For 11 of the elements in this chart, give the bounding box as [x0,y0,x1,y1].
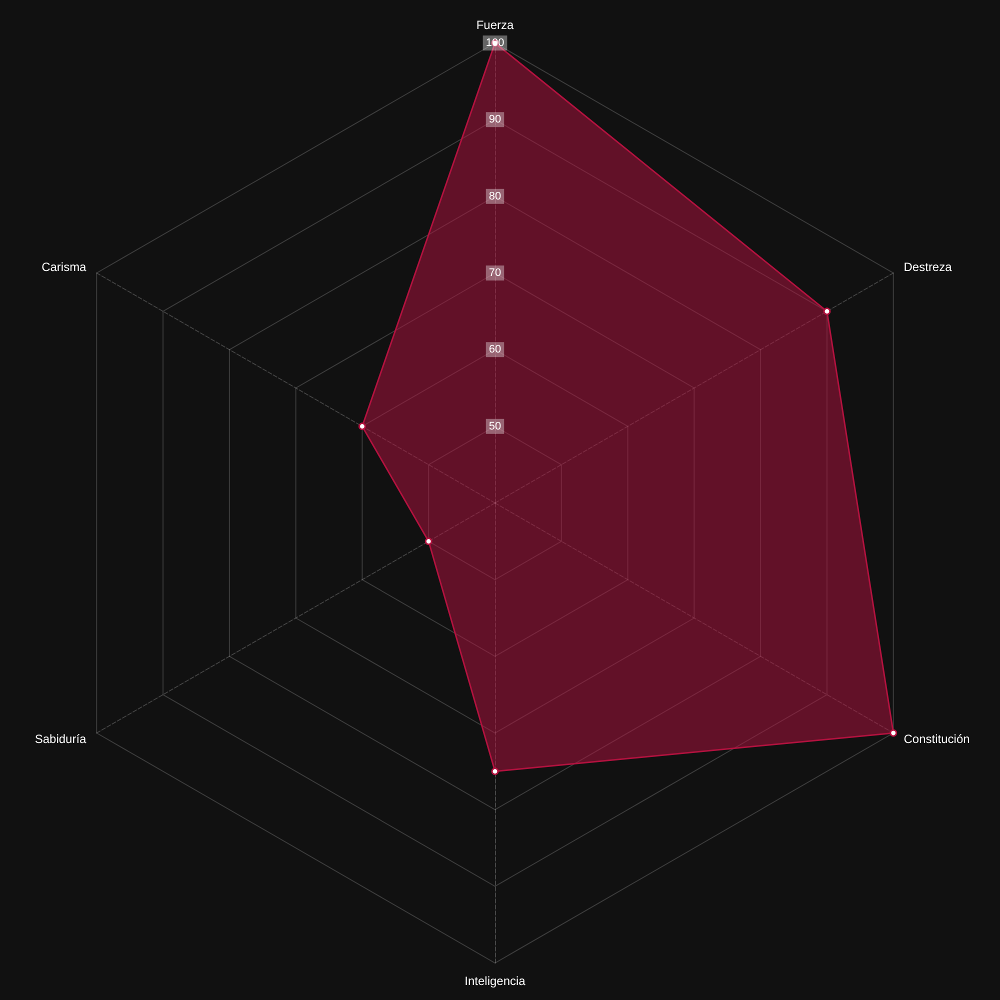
spoke-label: Constitución [904,732,970,746]
y-tick-label: 70 [488,267,502,279]
y-tick-label: 90 [488,114,502,126]
y-tick-label: 50 [488,420,502,432]
spoke-label: Inteligencia [464,974,526,988]
spoke-label: Sabiduría [34,732,87,746]
y-tick-label: 80 [488,190,502,202]
spoke-label: Carisma [42,260,87,274]
y-tick-label: 60 [488,344,502,356]
spoke-label: Destreza [904,260,952,274]
spoke-label: Fuerza [476,18,514,32]
